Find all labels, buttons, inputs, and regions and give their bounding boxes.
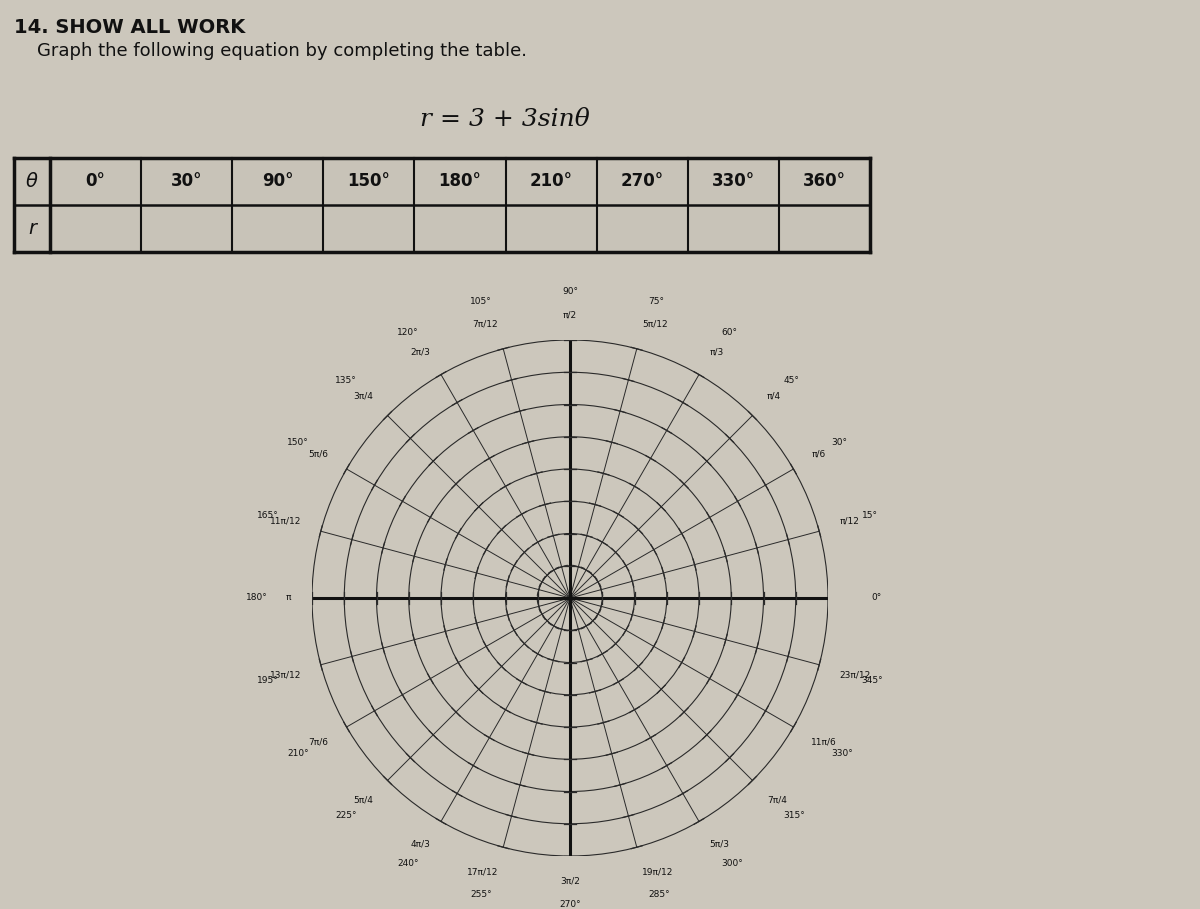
Text: 0°: 0°	[872, 594, 882, 603]
Text: 0°: 0°	[85, 173, 106, 191]
Text: 195°: 195°	[257, 676, 278, 685]
Text: 14. SHOW ALL WORK: 14. SHOW ALL WORK	[14, 18, 245, 37]
Text: 120°: 120°	[397, 327, 419, 336]
Text: 7π/4: 7π/4	[767, 795, 787, 804]
Text: 11π/12: 11π/12	[270, 517, 301, 526]
Text: 270°: 270°	[559, 900, 581, 909]
Text: 285°: 285°	[648, 890, 670, 899]
Text: 90°: 90°	[262, 173, 294, 191]
Text: 11π/6: 11π/6	[811, 737, 838, 746]
Text: 3π/2: 3π/2	[560, 876, 580, 885]
Text: r = 3 + 3sinθ: r = 3 + 3sinθ	[420, 108, 589, 131]
Text: 165°: 165°	[257, 511, 278, 520]
Text: r: r	[28, 219, 36, 238]
Text: 30°: 30°	[832, 438, 847, 447]
Text: 15°: 15°	[862, 511, 877, 520]
Text: π: π	[286, 594, 292, 603]
Text: Graph the following equation by completing the table.: Graph the following equation by completi…	[14, 42, 527, 60]
Text: π/3: π/3	[709, 347, 724, 356]
Text: 5π/6: 5π/6	[308, 450, 329, 459]
Text: 30°: 30°	[170, 173, 203, 191]
Text: 330°: 330°	[832, 749, 853, 758]
Text: 300°: 300°	[721, 859, 743, 868]
Text: 5π/3: 5π/3	[709, 839, 730, 848]
Text: 210°: 210°	[287, 749, 308, 758]
Text: 180°: 180°	[438, 173, 481, 191]
Text: 135°: 135°	[335, 375, 356, 385]
Text: 270°: 270°	[620, 173, 664, 191]
Text: 345°: 345°	[862, 676, 883, 685]
Text: 45°: 45°	[784, 375, 799, 385]
Text: 3π/4: 3π/4	[353, 392, 373, 401]
Text: θ: θ	[26, 172, 38, 191]
Text: 225°: 225°	[335, 812, 356, 821]
Text: 315°: 315°	[784, 812, 805, 821]
Text: 240°: 240°	[397, 859, 419, 868]
Text: 5π/12: 5π/12	[642, 320, 667, 329]
Text: π/4: π/4	[767, 392, 781, 401]
Text: π/12: π/12	[839, 517, 859, 526]
Text: 13π/12: 13π/12	[270, 670, 301, 679]
Text: 210°: 210°	[529, 173, 572, 191]
Text: 60°: 60°	[721, 327, 737, 336]
Text: 2π/3: 2π/3	[410, 347, 431, 356]
Text: 7π/12: 7π/12	[473, 320, 498, 329]
Bar	[14, 158, 870, 252]
Text: 150°: 150°	[287, 438, 308, 447]
Text: 330°: 330°	[712, 173, 755, 191]
Text: 7π/6: 7π/6	[308, 737, 329, 746]
Text: 255°: 255°	[470, 890, 492, 899]
Text: 75°: 75°	[648, 297, 664, 306]
Text: π/6: π/6	[811, 450, 826, 459]
Text: 23π/12: 23π/12	[839, 670, 870, 679]
Text: 150°: 150°	[348, 173, 390, 191]
Text: 105°: 105°	[470, 297, 492, 306]
Text: 19π/12: 19π/12	[642, 867, 673, 876]
Text: 90°: 90°	[562, 287, 578, 296]
Text: 17π/12: 17π/12	[467, 867, 498, 876]
Text: 180°: 180°	[246, 594, 268, 603]
Text: π/2: π/2	[563, 310, 577, 319]
Text: 4π/3: 4π/3	[410, 839, 431, 848]
Text: 360°: 360°	[803, 173, 846, 191]
Text: 5π/4: 5π/4	[353, 795, 373, 804]
